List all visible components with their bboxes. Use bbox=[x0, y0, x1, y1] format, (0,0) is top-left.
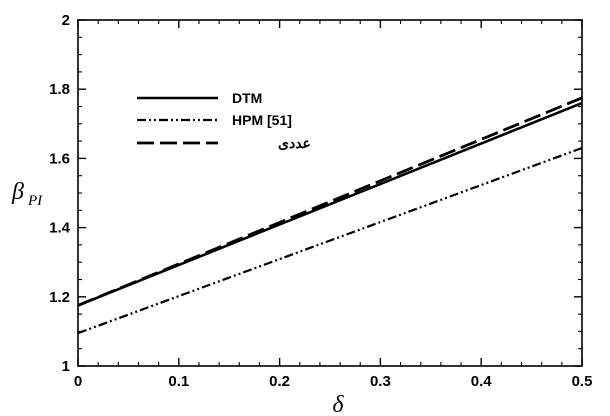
x-tick-label: 0.2 bbox=[269, 373, 290, 390]
x-tick-label: 0 bbox=[74, 373, 82, 390]
y-tick-label: 1.6 bbox=[49, 150, 70, 167]
y-tick-label: 1.8 bbox=[49, 81, 70, 98]
x-tick-label: 0.4 bbox=[471, 373, 493, 390]
series-line-1 bbox=[77, 146, 583, 335]
y-axis-ticks: 1 1.2 1.4 1.6 1.8 2 bbox=[49, 12, 582, 375]
series-line-2 bbox=[77, 96, 583, 307]
series-lines bbox=[77, 96, 583, 335]
x-axis-title: δ bbox=[332, 392, 344, 416]
y-tick-label: 1.4 bbox=[49, 220, 71, 237]
y-tick-label: 1.2 bbox=[49, 289, 70, 306]
y-tick-label: 1 bbox=[62, 358, 70, 375]
x-tick-label: 0.5 bbox=[572, 373, 593, 390]
x-tick-label: 0.3 bbox=[370, 373, 391, 390]
x-axis-ticks: 0 0.1 0.2 0.3 0.4 0.5 bbox=[74, 20, 593, 390]
plot-frame bbox=[77, 19, 583, 367]
y-axis-title-symbol: β bbox=[11, 179, 24, 205]
legend-label-hpm: HPM [51] bbox=[232, 112, 292, 128]
series-line-0 bbox=[77, 101, 583, 307]
legend: DTM HPM [51] عددی bbox=[137, 90, 311, 151]
plot-border bbox=[77, 19, 583, 367]
x-tick-label: 0.1 bbox=[168, 373, 189, 390]
y-axis-title-subscript: PI bbox=[27, 193, 43, 209]
y-axis-title: β PI bbox=[11, 179, 43, 209]
y-tick-label: 2 bbox=[62, 12, 70, 29]
legend-label-dtm: DTM bbox=[232, 90, 262, 106]
legend-label-numerical: عددی bbox=[278, 135, 311, 151]
